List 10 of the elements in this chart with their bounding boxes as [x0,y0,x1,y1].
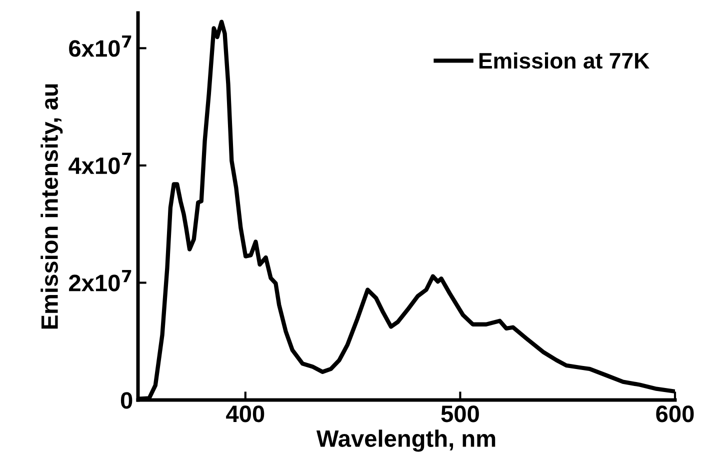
y-tick-label: 4x10$^{7}$ [68,152,132,174]
x-tick-label: 400 [226,405,264,422]
x-tick-label: 500 [441,405,479,422]
legend-label: Emission at 77K [479,52,650,69]
x-tick-label: 600 [656,405,694,422]
y-axis-title: Emission intensity, au [40,84,63,329]
y-tick-label: 6x10$^{7}$ [69,35,132,57]
y-tick-label: 2x10$^{7}$ [69,270,132,292]
y-tick-label: 0 [120,392,132,409]
x-axis-title: Wavelength, nm [316,430,496,452]
